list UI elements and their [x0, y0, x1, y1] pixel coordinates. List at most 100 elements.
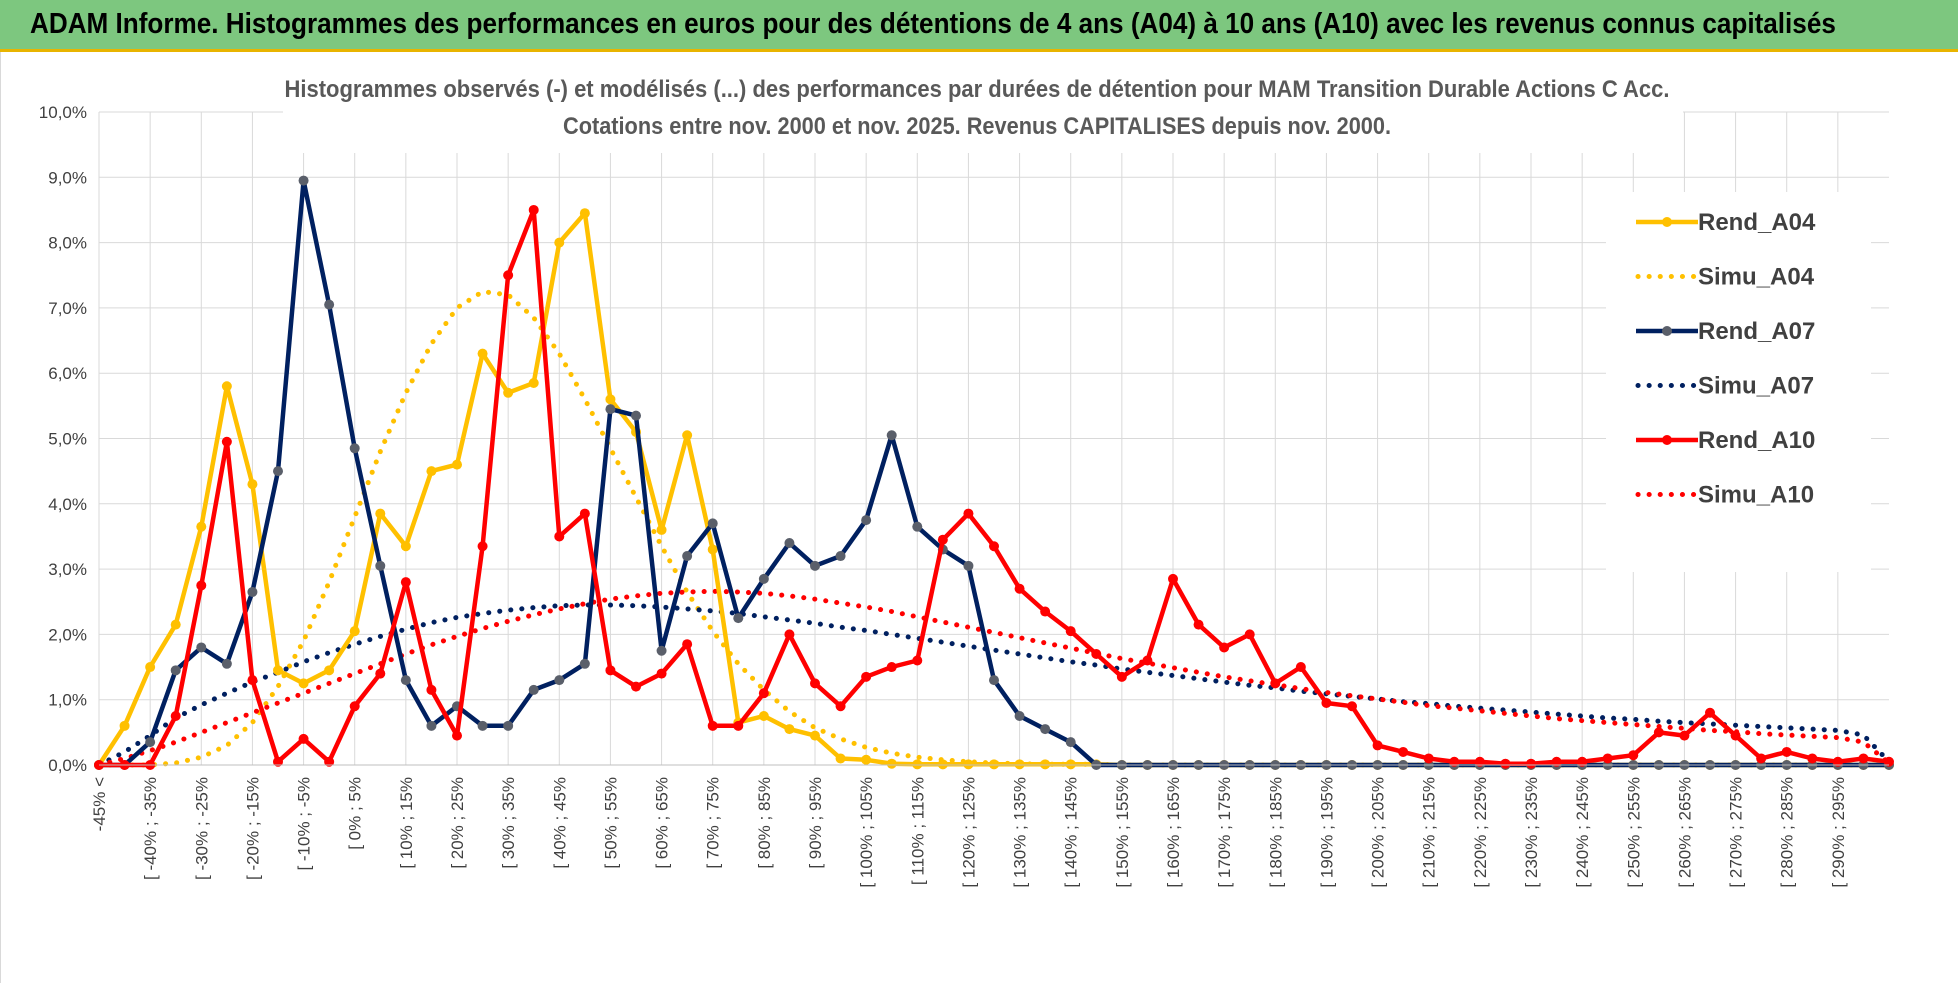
- y-tick-label: 2,0%: [48, 625, 87, 644]
- series-line-simu-a10: [96, 588, 1892, 768]
- x-tick-label: [ 120% ; 125%: [959, 777, 978, 888]
- data-point-rend-a04: [426, 466, 437, 477]
- data-point-rend-a04: [247, 479, 258, 490]
- x-tick-label: [ 170% ; 175%: [1215, 777, 1234, 888]
- data-point-rend-a10: [1065, 626, 1076, 637]
- y-tick-label: 0,0%: [48, 756, 87, 775]
- data-point-rend-a10: [1091, 648, 1102, 659]
- data-point-rend-a04: [912, 759, 923, 770]
- data-point-rend-a04: [656, 524, 667, 535]
- chart-title-line1: Histogrammes observés (-) et modélisés (…: [285, 76, 1670, 103]
- data-point-rend-a07: [554, 675, 565, 686]
- data-point-rend-a07: [861, 515, 872, 526]
- data-point-rend-a10: [1040, 606, 1051, 617]
- data-point-rend-a04: [477, 348, 488, 359]
- y-tick-label: 7,0%: [48, 299, 87, 318]
- data-point-rend-a04: [400, 541, 411, 552]
- data-point-rend-a10: [1577, 756, 1588, 767]
- data-point-rend-a07: [835, 551, 846, 562]
- data-point-rend-a10: [1219, 642, 1230, 653]
- data-point-rend-a04: [196, 521, 207, 532]
- x-tick-label: [ 0% ; 5%: [346, 777, 365, 850]
- data-point-rend-a10: [682, 639, 693, 650]
- data-point-rend-a07: [503, 720, 514, 731]
- data-point-rend-a10: [631, 681, 641, 692]
- data-point-rend-a10: [1781, 746, 1792, 757]
- chart-title-line2: Cotations entre nov. 2000 et nov. 2025. …: [563, 113, 1391, 140]
- data-point-rend-a04: [605, 394, 616, 405]
- x-tick-label: [ -40% ; -35%: [141, 777, 160, 880]
- data-point-rend-a10: [1295, 662, 1306, 673]
- data-point-rend-a04: [937, 759, 948, 770]
- data-point-rend-a07: [324, 299, 335, 310]
- data-point-rend-a07: [477, 720, 488, 731]
- data-point-rend-a10: [1193, 619, 1204, 630]
- y-tick-label: 1,0%: [48, 691, 87, 710]
- data-point-rend-a10: [1858, 753, 1869, 764]
- data-point-rend-a10: [452, 730, 462, 741]
- chart-svg: 0,0% 1,0% 2,0% 3,0% 4,0% 5,0% 6,0% 7,0% 8,0% 9,0%…: [39, 68, 1894, 888]
- data-point-rend-a10: [1653, 727, 1664, 738]
- data-point-rend-a04: [503, 387, 514, 398]
- x-tick-label: -45% <: [90, 777, 109, 831]
- data-point-rend-a07: [247, 586, 258, 597]
- data-point-rend-a10: [1500, 758, 1511, 769]
- data-point-rend-a10: [579, 508, 590, 519]
- data-point-rend-a10: [477, 541, 488, 552]
- series-line-simu-a07: [96, 602, 1892, 768]
- x-tick-label: [ 100% ; 105%: [857, 777, 876, 888]
- data-point-rend-a04: [1065, 759, 1076, 770]
- data-point-rend-a07: [298, 175, 309, 186]
- data-point-rend-a07: [912, 521, 923, 532]
- data-point-rend-a10: [1551, 756, 1562, 767]
- data-point-rend-a10: [835, 701, 846, 712]
- x-tick-label: [ 80% ; 85%: [755, 777, 774, 869]
- legend-label: Rend_A07: [1698, 318, 1815, 345]
- data-point-rend-a07: [579, 658, 590, 669]
- data-point-rend-a10: [375, 668, 386, 679]
- data-point-rend-a10: [1679, 730, 1690, 741]
- data-point-rend-a04: [579, 208, 590, 219]
- x-tick-label: [ 200% ; 205%: [1369, 777, 1388, 888]
- x-tick-label: [ 240% ; 245%: [1573, 777, 1592, 888]
- y-tick-label: 10,0%: [39, 103, 87, 122]
- data-point-rend-a07: [1065, 737, 1076, 748]
- x-tick-label: [ -20% ; -15%: [243, 777, 262, 880]
- x-tick-label: [ 10% ; 15%: [397, 777, 416, 869]
- data-point-rend-a07: [784, 537, 795, 548]
- data-point-rend-a10: [528, 204, 539, 215]
- data-point-rend-a04: [375, 508, 386, 519]
- data-point-rend-a10: [1884, 756, 1894, 767]
- x-tick-label: [ 180% ; 185%: [1266, 777, 1285, 888]
- data-point-rend-a10: [324, 756, 335, 767]
- data-point-rend-a10: [554, 531, 565, 542]
- x-tick-label: [ 90% ; 95%: [806, 777, 825, 869]
- data-point-rend-a04: [861, 754, 872, 765]
- data-point-rend-a10: [400, 577, 411, 588]
- data-point-rend-a07: [221, 658, 232, 669]
- data-point-rend-a10: [426, 684, 437, 695]
- x-tick-label: [ 150% ; 155%: [1113, 777, 1132, 888]
- data-point-rend-a04: [682, 430, 693, 441]
- data-point-rend-a10: [273, 756, 283, 767]
- x-tick-label: [ 130% ; 135%: [1011, 777, 1030, 888]
- data-point-rend-a07: [145, 737, 156, 748]
- x-tick-label: [ 190% ; 195%: [1317, 777, 1336, 888]
- data-point-rend-a10: [1730, 730, 1741, 741]
- data-point-rend-a10: [1526, 758, 1536, 769]
- data-point-rend-a07: [426, 720, 437, 731]
- data-point-rend-a07: [528, 684, 539, 695]
- data-point-rend-a10: [963, 508, 974, 519]
- data-point-rend-a07: [886, 430, 897, 441]
- data-point-rend-a04: [989, 759, 999, 770]
- x-tick-label: [ 290% ; 295%: [1829, 777, 1848, 888]
- data-point-rend-a10: [170, 711, 181, 722]
- data-point-rend-a04: [452, 459, 462, 470]
- y-tick-label: 9,0%: [48, 168, 87, 187]
- data-point-rend-a10: [861, 671, 872, 682]
- data-point-rend-a10: [810, 678, 820, 689]
- x-tick-label: [ -10% ; -5%: [295, 777, 314, 871]
- y-tick-label: 4,0%: [48, 495, 87, 514]
- x-tick-label: [ 70% ; 75%: [704, 777, 723, 869]
- data-point-rend-a07: [963, 560, 974, 571]
